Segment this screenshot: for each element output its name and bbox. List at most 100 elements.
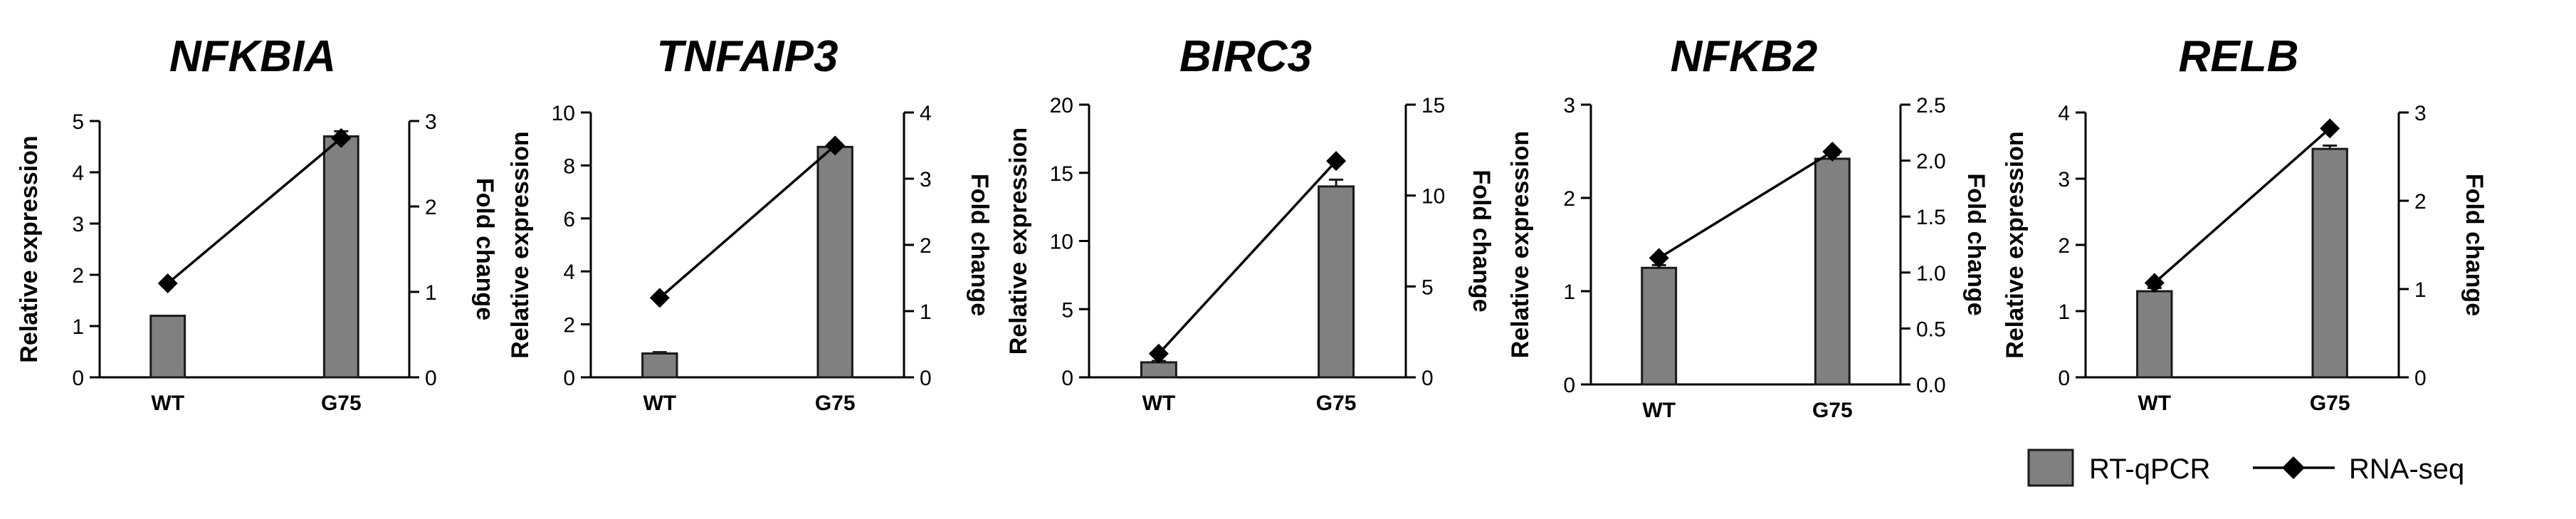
right-tick-label: 2 [425,196,437,219]
right-tick-label: 3 [2414,102,2427,125]
chart-title: BIRC3 [1179,32,1312,81]
left-tick-label: 1 [72,315,84,339]
category-label: G75 [1812,399,1853,422]
legend-bar-swatch [2027,449,2074,487]
left-axis-title: Relative expression [507,131,534,358]
rnaseq-point-g75 [825,135,846,156]
rnaseq-line [1658,150,1834,259]
rnaseq-point-g75 [2320,118,2340,139]
legend: RT-qPCR RNA-seq [2027,449,2464,487]
bar-g75 [1318,185,1355,379]
rnaseq-point-g75 [1326,151,1347,172]
chart-title: TNFAIP3 [657,32,838,81]
right-tick-label: 0.5 [1916,318,1946,341]
left-tick-label: 1 [2058,300,2070,324]
chart-nfkb2: NFKB2 0 1 2 3 0.0 0.5 1.0 1.5 2.0 2.5 WT G75 Relative… [1507,32,1989,422]
right-tick-label: 1 [2414,278,2427,302]
rnaseq-line [658,145,836,299]
legend-label-rtqpcr: RT-qPCR [2089,454,2210,485]
category-label: WT [1642,399,1676,422]
left-tick-label: 3 [1563,94,1575,117]
left-axis-title: Relative expression [16,135,43,362]
left-tick-label: 3 [2058,168,2070,192]
left-tick-label: 2 [2058,234,2070,258]
rnaseq-point-wt [1148,343,1169,364]
chart-title: NFKB2 [1671,32,1818,81]
left-tick-label: 15 [1050,162,1073,186]
right-tick-label: 1 [425,281,437,305]
rnaseq-point-wt [649,288,670,308]
chart-title: NFKBIA [169,32,336,81]
bar-g75 [322,135,359,379]
left-tick-label: 1 [1563,281,1575,304]
left-axis-title: Relative expression [1005,127,1032,355]
left-tick-label: 10 [552,102,575,125]
right-tick-label: 2.5 [1916,94,1946,117]
bar-wt [1641,266,1678,386]
category-label: G75 [1316,392,1357,415]
left-tick-label: 2 [563,314,575,337]
legend-label-rnaseq: RNA-seq [2349,454,2464,485]
left-tick-label: 5 [72,110,84,134]
legend-diamond-icon [2282,456,2305,479]
left-tick-label: 2 [1563,187,1575,211]
right-tick-label: 0 [2414,367,2427,390]
left-tick-label: 4 [2058,102,2070,125]
rnaseq-point-g75 [331,128,352,148]
chart-panels: NFKBIA 0 1 2 3 4 5 0 1 2 3 WT G75 Relative expression… [16,32,2488,422]
right-tick-label: 10 [1421,185,1445,209]
left-axis-title: Relative expression [2002,131,2029,358]
rnaseq-line [167,137,342,285]
bar-wt [1140,361,1177,379]
chart-title: RELB [2179,32,2299,81]
right-tick-label: 1.5 [1916,206,1946,229]
right-tick-label: 2 [920,234,932,258]
left-tick-label: 0 [2058,367,2070,390]
right-tick-label: 0 [425,367,437,390]
rnaseq-point-wt [1649,248,1669,268]
rnaseq-point-wt [157,273,178,293]
left-tick-label: 5 [1061,298,1073,322]
right-tick-label: 0 [920,367,932,390]
right-tick-label: 3 [920,168,932,192]
right-tick-label: 0.0 [1916,374,1946,397]
left-tick-label: 0 [563,367,575,390]
chart-nfkbia: NFKBIA 0 1 2 3 4 5 0 1 2 3 WT G75 Relative expression… [16,32,498,415]
right-tick-label: 4 [920,102,932,125]
category-label: WT [2138,392,2171,415]
chart-birc3: BIRC3 0 5 10 15 20 0 5 10 15 WT G75 Relative express… [1005,32,1495,415]
right-tick-label: 3 [425,110,437,134]
category-label: G75 [321,392,362,415]
category-label: G75 [815,392,856,415]
left-axis-title: Relative expression [1507,131,1534,358]
bar-g75 [2311,147,2348,379]
right-tick-label: 1 [920,300,932,324]
left-tick-label: 10 [1050,231,1073,254]
category-label: WT [643,392,676,415]
rnaseq-point-g75 [1822,142,1843,162]
chart-tnfaip3: TNFAIP3 0 2 4 6 8 10 0 1 2 3 4 WT G75 Relative express… [507,32,993,415]
left-tick-label: 0 [1061,367,1073,390]
chart-relb: RELB 0 1 2 3 4 0 1 2 3 WT G75 Relative expression Fol… [2002,32,2488,415]
left-tick-label: 0 [72,367,84,390]
left-tick-label: 6 [563,208,575,231]
right-tick-label: 15 [1421,94,1445,117]
right-tick-label: 0 [1421,367,1434,390]
left-tick-label: 2 [72,264,84,288]
bar-g75 [1814,157,1851,386]
bar-wt [641,352,678,379]
right-axis-title: Fold change [1962,173,1989,315]
category-label: WT [1142,392,1176,415]
category-label: WT [151,392,184,415]
right-axis-title: Fold change [966,174,993,316]
bar-wt [149,315,186,379]
category-label: G75 [2310,392,2350,415]
right-tick-label: 5 [1421,276,1434,299]
rnaseq-line [2153,127,2331,284]
left-tick-label: 4 [563,261,575,284]
right-tick-label: 2.0 [1916,150,1946,174]
left-tick-label: 8 [563,154,575,178]
left-tick-label: 20 [1050,94,1073,117]
left-tick-label: 3 [72,213,84,236]
right-axis-title: Fold change [471,178,498,320]
